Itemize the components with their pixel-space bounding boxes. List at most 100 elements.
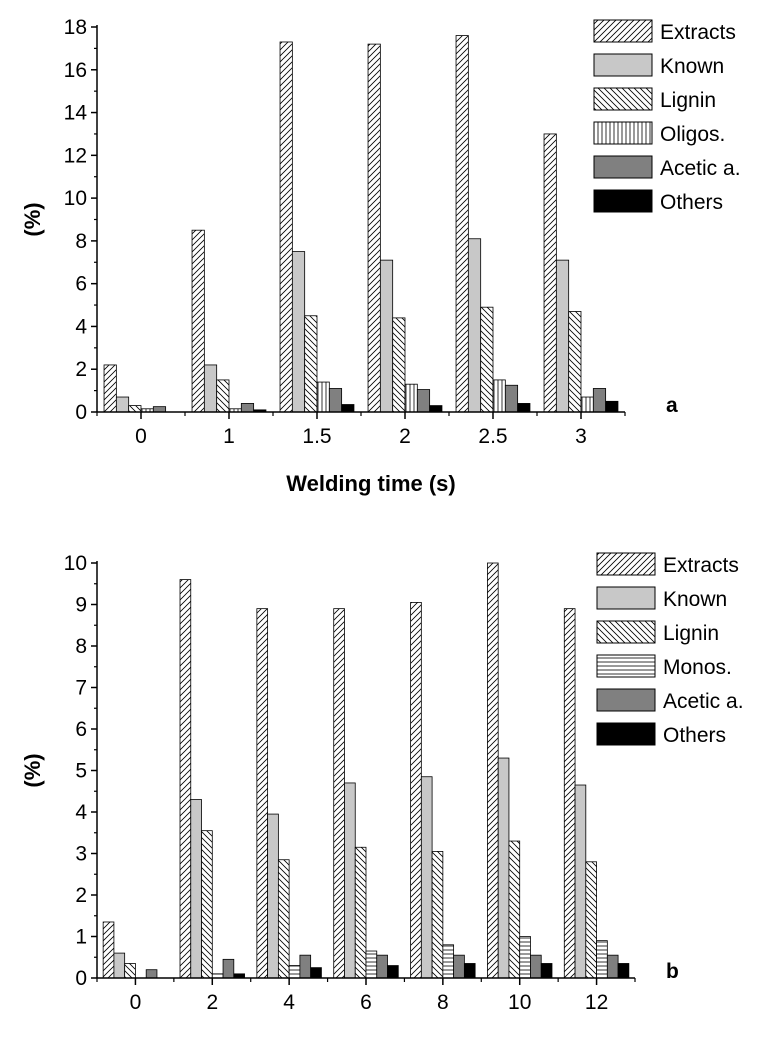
- bar-acetic-a-2: [299, 954, 312, 979]
- y-tick-label: 4: [75, 315, 87, 338]
- bar-known-1: [190, 799, 202, 979]
- bar-known-3: [379, 259, 394, 413]
- legend-label: Lignin: [660, 89, 716, 112]
- x-tick-label: 3: [575, 425, 587, 448]
- y-tick-label: 8: [75, 230, 87, 253]
- bar-known-4: [420, 776, 433, 979]
- panel-label: b: [666, 960, 679, 983]
- legend-swatch: [593, 19, 653, 43]
- bar-monos-2: [288, 965, 301, 979]
- bar-known-1: [203, 364, 218, 413]
- chart-panel-a: 0 2 4 6 8 10 12 14 16 18 0 1 1.5 2 2.5 3 Welding time (s…: [20, 16, 741, 496]
- legend-label: Acetic a.: [660, 157, 741, 180]
- bar-extracts-3: [367, 43, 381, 413]
- y-axis-title: (%): [20, 202, 45, 236]
- x-tick-label: 6: [360, 991, 372, 1014]
- bar-monos-5: [519, 936, 531, 979]
- legend-label: Extracts: [663, 554, 739, 577]
- bar-others-4: [463, 963, 476, 979]
- y-tick-label: 16: [64, 59, 87, 82]
- legend-swatch: [596, 722, 656, 746]
- bar-known-0: [113, 952, 126, 979]
- bar-acetic-a-4: [504, 384, 519, 413]
- bar-acetic-a-4: [453, 954, 465, 979]
- bar-lignin-2: [277, 859, 290, 979]
- bar-known-3: [344, 782, 356, 979]
- bar-acetic-a-1: [222, 958, 235, 979]
- bar-lignin-4: [431, 851, 444, 979]
- bar-others-3: [429, 405, 443, 413]
- bar-lignin-3: [392, 317, 406, 413]
- bar-oligos-2: [316, 381, 330, 413]
- bar-others-4: [517, 403, 531, 413]
- y-tick-label: 12: [64, 144, 87, 167]
- bar-others-2: [310, 967, 322, 979]
- legend-label: Monos.: [663, 656, 732, 679]
- bar-lignin-2: [304, 315, 318, 413]
- bar-lignin-1: [201, 830, 213, 979]
- y-tick-label: 7: [75, 677, 87, 700]
- bar-known-2: [267, 813, 279, 979]
- bar-extracts-0: [102, 921, 115, 979]
- bar-extracts-0: [103, 364, 117, 413]
- x-tick-label: 8: [437, 991, 449, 1014]
- bar-extracts-2: [279, 41, 293, 413]
- legend-label: Others: [660, 191, 723, 214]
- bar-oligos-3: [404, 383, 418, 413]
- x-axis-title: Welding time (s): [286, 471, 456, 496]
- legend-swatch: [593, 53, 653, 77]
- bar-extracts-1: [179, 579, 192, 979]
- x-tick-label: 4: [283, 991, 295, 1014]
- y-tick-label: 18: [64, 16, 87, 39]
- bar-lignin-5: [508, 840, 521, 979]
- x-tick-label: 10: [508, 991, 531, 1014]
- legend-swatch: [596, 654, 656, 678]
- bar-extracts-2: [256, 608, 269, 979]
- bar-others-5: [540, 963, 553, 979]
- y-tick-label: 9: [75, 594, 87, 617]
- y-axis-title: (%): [20, 753, 45, 787]
- bar-others-5: [605, 400, 619, 413]
- y-tick-label: 0: [75, 967, 87, 990]
- bar-oligos-4: [492, 379, 506, 413]
- bar-lignin-0: [124, 963, 136, 979]
- chart-panel-b: 012345678910024681012Welding time (s)(%)…: [20, 552, 744, 1014]
- bar-lignin-3: [354, 846, 367, 979]
- bar-extracts-4: [455, 35, 469, 413]
- x-tick-label: 2: [399, 425, 411, 448]
- y-tick-label: 5: [75, 760, 87, 783]
- bar-extracts-3: [333, 608, 345, 979]
- x-tick-label: 1.5: [302, 425, 331, 448]
- legend-swatch: [596, 620, 656, 644]
- legend-swatch: [596, 688, 656, 712]
- bar-acetic-a-6: [606, 954, 619, 979]
- y-tick-label: 10: [64, 187, 87, 210]
- legend-label: Known: [663, 588, 727, 611]
- bar-known-6: [574, 784, 587, 979]
- y-tick-label: 2: [75, 884, 87, 907]
- bar-extracts-1: [191, 229, 205, 413]
- bar-extracts-5: [487, 562, 499, 979]
- x-tick-label: 0: [130, 991, 142, 1014]
- y-tick-label: 4: [75, 801, 87, 824]
- bar-lignin-5: [568, 311, 582, 413]
- bar-acetic-a-1: [240, 403, 255, 413]
- x-tick-label: 1: [223, 425, 235, 448]
- bar-known-0: [115, 396, 130, 413]
- bar-acetic-a-0: [145, 969, 158, 979]
- y-tick-label: 10: [64, 552, 87, 575]
- bar-monos-3: [365, 950, 378, 979]
- y-tick-label: 6: [75, 273, 87, 296]
- legend-label: Oligos.: [660, 123, 725, 146]
- legend-swatch: [593, 87, 653, 111]
- bar-lignin-0: [128, 405, 142, 413]
- bar-lignin-4: [480, 306, 494, 413]
- legend-swatch: [593, 121, 653, 145]
- y-tick-label: 0: [75, 401, 87, 424]
- bar-acetic-a-3: [416, 389, 431, 413]
- legend-swatch: [596, 586, 656, 610]
- bar-known-5: [497, 757, 510, 979]
- bar-monos-4: [442, 944, 455, 979]
